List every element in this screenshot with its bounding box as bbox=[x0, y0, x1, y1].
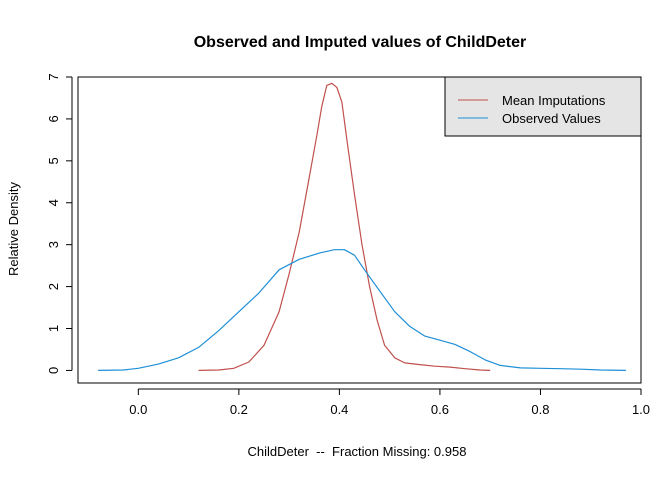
x-axis-label: ChildDeter -- Fraction Missing: 0.958 bbox=[248, 444, 467, 459]
y-tick-label: 4 bbox=[46, 199, 61, 206]
y-axis-label: Relative Density bbox=[6, 182, 21, 276]
y-axis: 0 1 2 3 4 5 6 7 bbox=[46, 73, 73, 374]
series-line-mean-imputations bbox=[198, 82, 491, 371]
legend-label-observed-values: Observed Values bbox=[502, 111, 601, 126]
x-tick-label: 0.8 bbox=[531, 402, 549, 417]
x-tick-label: 0.6 bbox=[431, 402, 449, 417]
y-tick-label: 3 bbox=[46, 241, 61, 248]
legend-box bbox=[444, 76, 642, 137]
plot-area bbox=[77, 76, 642, 384]
legend-label-mean-imputations: Mean Imputations bbox=[502, 93, 606, 108]
y-tick-label: 1 bbox=[46, 325, 61, 332]
y-tick-label: 7 bbox=[46, 73, 61, 80]
chart-title: Observed and Imputed values of ChildDete… bbox=[194, 34, 527, 51]
x-axis: 0.0 0.2 0.4 0.6 0.8 1.0 bbox=[129, 388, 650, 417]
y-tick-label: 2 bbox=[46, 283, 61, 290]
x-tick-label: 0.2 bbox=[230, 402, 248, 417]
series-layer bbox=[98, 82, 626, 371]
series-line-observed-values bbox=[98, 249, 626, 371]
y-tick-label: 5 bbox=[46, 157, 61, 164]
x-tick-label: 0.0 bbox=[129, 402, 147, 417]
legend: Mean Imputations Observed Values bbox=[444, 76, 642, 137]
x-tick-label: 1.0 bbox=[632, 402, 650, 417]
x-tick-label: 0.4 bbox=[330, 402, 348, 417]
y-tick-label: 6 bbox=[46, 115, 61, 122]
y-tick-label: 0 bbox=[46, 367, 61, 374]
